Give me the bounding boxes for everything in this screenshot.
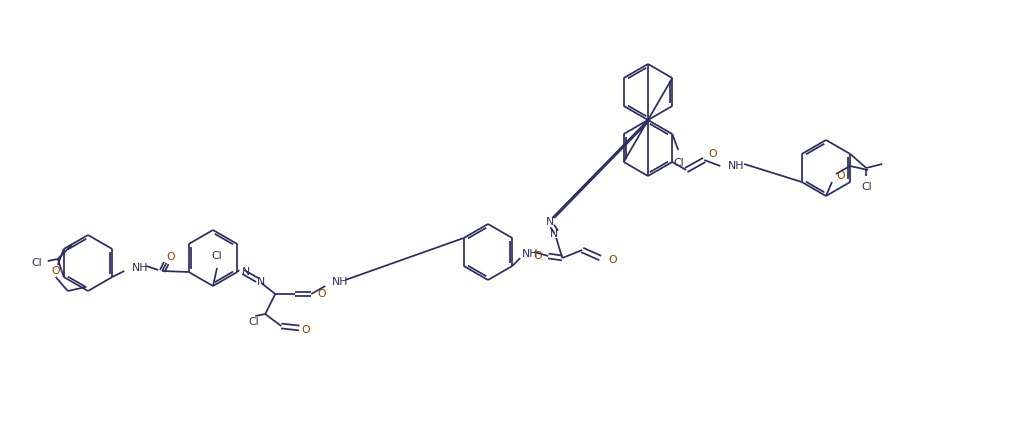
Text: NH: NH [332,277,349,287]
Text: N: N [257,277,265,287]
Text: NH: NH [133,263,149,273]
Text: O: O [301,325,309,335]
Text: O: O [51,266,60,276]
Text: O: O [609,255,617,265]
Text: Cl: Cl [673,158,684,168]
Text: Cl: Cl [211,251,223,261]
Text: NH: NH [523,249,539,259]
Text: O: O [708,149,717,159]
Text: O: O [166,252,175,262]
Text: N: N [242,267,250,277]
Text: N: N [550,229,558,239]
Text: O: O [534,251,542,261]
Text: O: O [836,171,844,181]
Text: N: N [546,217,554,227]
Text: Cl: Cl [31,258,42,268]
Text: NH: NH [728,161,744,171]
Text: O: O [318,289,326,299]
Text: Cl: Cl [861,182,872,192]
Text: Cl: Cl [249,317,259,327]
